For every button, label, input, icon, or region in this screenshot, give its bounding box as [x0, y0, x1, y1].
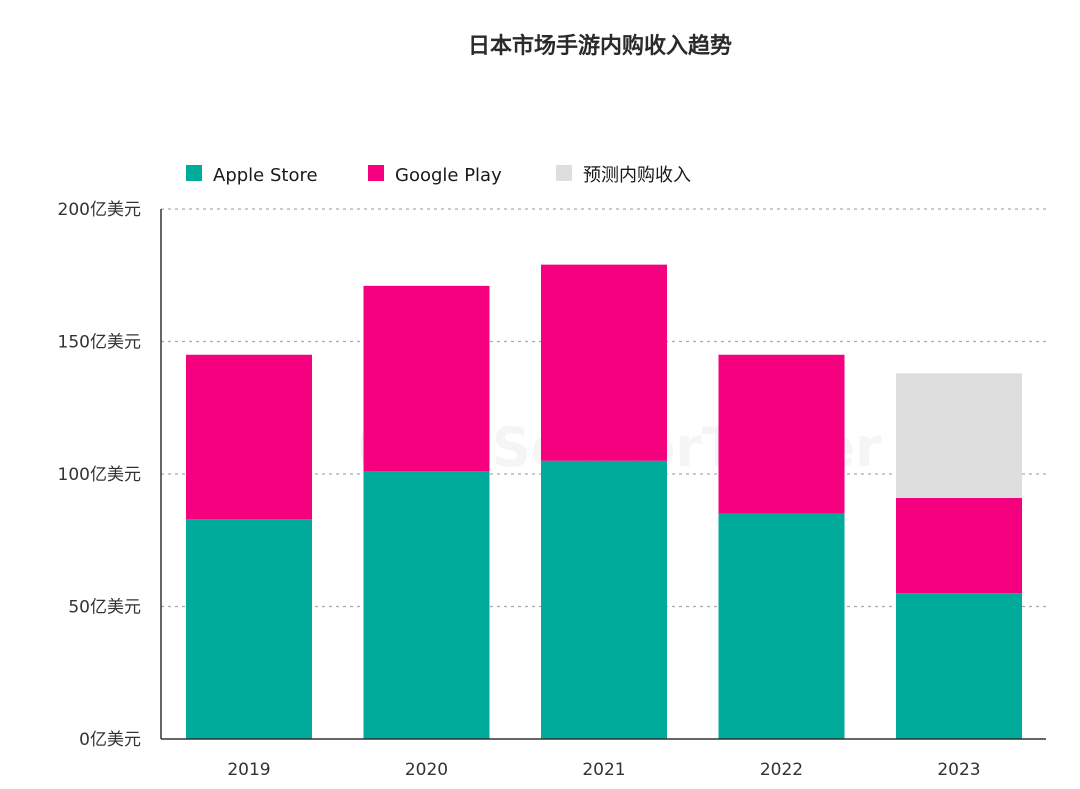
bar-segment	[896, 593, 1022, 739]
bar-segment	[718, 354, 845, 514]
legend-swatch	[368, 165, 384, 181]
bar-segment	[541, 264, 667, 461]
bar-segment	[363, 471, 490, 739]
y-tick-label: 50亿美元	[68, 598, 141, 618]
bar-segment	[186, 354, 312, 520]
y-tick-label: 0亿美元	[79, 730, 141, 750]
legend-label: 预测内购收入	[583, 165, 691, 186]
y-tick-label: 100亿美元	[58, 465, 141, 485]
x-tick-label: 2022	[760, 760, 803, 780]
x-axis-tick-labels: 2019 2020 2021 2022 2023	[227, 760, 980, 780]
chart-title: 日本市场手游内购收入趋势	[468, 33, 732, 59]
bar-segment	[186, 519, 312, 739]
legend: Apple Store Google Play 预测内购收入	[186, 165, 691, 186]
bar-segment	[896, 497, 1022, 594]
bar-segment	[718, 513, 845, 739]
x-tick-label: 2019	[227, 760, 270, 780]
legend-label: Google Play	[395, 165, 502, 186]
bar-segment	[541, 460, 667, 739]
x-tick-label: 2023	[937, 760, 980, 780]
legend-label: Apple Store	[213, 165, 318, 186]
y-axis-tick-labels: 0亿美元 50亿美元 100亿美元 150亿美元 200亿美元	[58, 200, 141, 750]
legend-swatch	[556, 165, 572, 181]
y-tick-label: 200亿美元	[58, 200, 141, 220]
bar-segment	[896, 373, 1022, 498]
x-tick-label: 2020	[405, 760, 448, 780]
x-tick-label: 2021	[582, 760, 625, 780]
bars	[186, 264, 1022, 739]
y-tick-label: 150亿美元	[58, 333, 141, 353]
bar-segment	[363, 285, 490, 472]
legend-swatch	[186, 165, 202, 181]
